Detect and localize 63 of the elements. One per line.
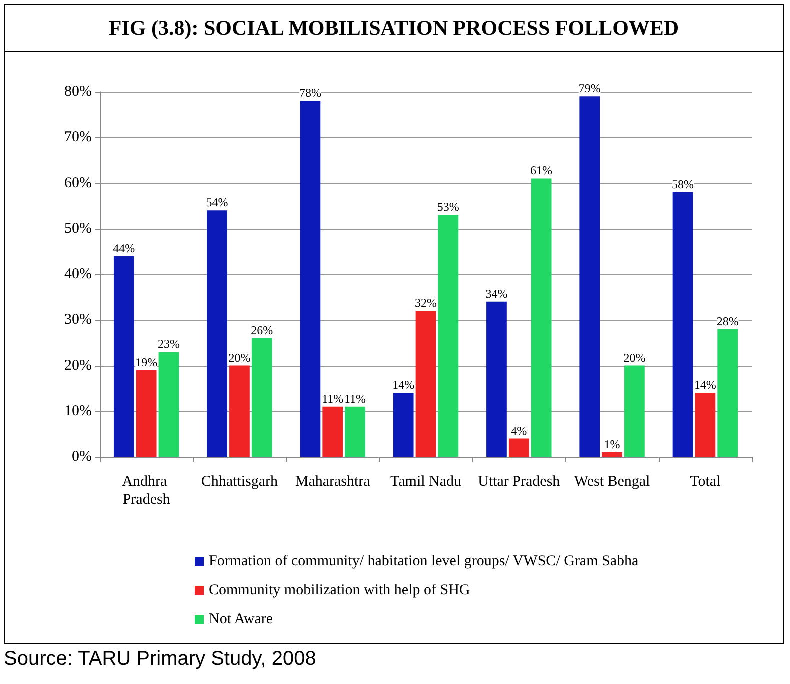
x-tick-label: Total — [690, 474, 721, 490]
data-label: 14% — [694, 378, 716, 392]
bar — [672, 192, 694, 457]
bar — [416, 311, 436, 457]
data-label: 20% — [624, 350, 646, 365]
x-tick-label: Tamil Nadu — [390, 474, 462, 490]
y-tick-label: 60% — [64, 175, 92, 192]
bar — [114, 256, 134, 457]
bar — [345, 406, 366, 457]
bar — [486, 302, 507, 457]
bar — [252, 338, 272, 457]
bar — [438, 215, 459, 457]
y-tick-label: 50% — [64, 220, 92, 237]
bar — [508, 438, 530, 457]
bar — [300, 101, 321, 457]
data-label: 1% — [604, 437, 620, 452]
y-tick-label: 40% — [64, 266, 92, 282]
bar — [393, 393, 414, 457]
chart-title: FIG (3.8): SOCIAL MOBILISATION PROCESS FOLLOWED — [5, 5, 783, 52]
source-note: Source: TARU Primary Study, 2008 — [4, 648, 316, 671]
x-tick-label: Maharashtra — [295, 474, 371, 490]
data-label: 79% — [578, 82, 601, 96]
bar — [580, 96, 600, 457]
bar — [602, 452, 622, 457]
x-tick-label: Andhra Pradesh — [122, 474, 171, 508]
legend-label: Not Aware — [209, 612, 274, 628]
bar — [624, 366, 645, 457]
y-tick-label: 20% — [64, 358, 92, 374]
y-tick-label: 70% — [64, 130, 92, 146]
data-label: 20% — [228, 350, 251, 365]
data-label: 11% — [322, 392, 344, 406]
data-label: 23% — [158, 337, 180, 352]
legend-label: Formation of community/ habitation level groups/ VWSC/ Gram Sabha — [209, 554, 640, 570]
bar — [322, 406, 344, 457]
y-tick-label: 10% — [64, 403, 92, 420]
y-tick-label: 80% — [64, 84, 92, 100]
data-label: 14% — [392, 378, 415, 392]
data-label: 53% — [437, 200, 460, 214]
data-label: 26% — [251, 323, 274, 338]
data-label: 34% — [486, 286, 508, 301]
data-label: 78% — [299, 86, 322, 100]
bar — [136, 370, 157, 457]
x-tick-label: West Bengal — [574, 474, 650, 490]
bar — [718, 329, 738, 457]
y-tick-label: 0% — [72, 449, 92, 465]
data-label: 19% — [136, 355, 158, 370]
legend-label: Community mobilization with help of SHG — [209, 582, 470, 598]
y-tick-label: 30% — [64, 312, 92, 328]
bar — [207, 210, 228, 457]
x-tick-label: Chhattisgarh — [201, 474, 279, 490]
data-label: 28% — [716, 314, 739, 328]
bar — [158, 352, 180, 457]
data-label: 4% — [511, 424, 528, 438]
data-label: 61% — [530, 164, 553, 178]
bar — [531, 178, 552, 457]
data-label: 58% — [672, 177, 694, 192]
data-label: 54% — [206, 196, 228, 210]
data-label: 32% — [415, 296, 437, 310]
x-tick-label: Uttar Pradesh — [478, 474, 561, 490]
data-label: 11% — [344, 392, 366, 406]
data-label: 44% — [113, 241, 136, 256]
bar — [695, 393, 716, 457]
bar — [230, 366, 250, 457]
